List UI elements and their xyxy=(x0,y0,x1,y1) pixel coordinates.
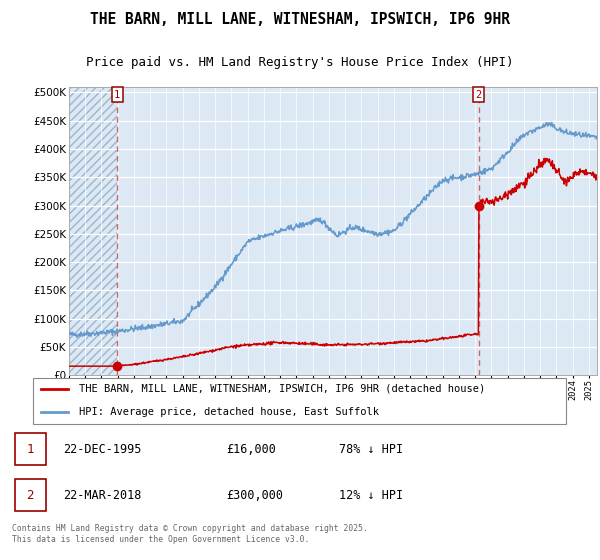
FancyBboxPatch shape xyxy=(15,433,46,465)
Text: THE BARN, MILL LANE, WITNESHAM, IPSWICH, IP6 9HR: THE BARN, MILL LANE, WITNESHAM, IPSWICH,… xyxy=(90,12,510,26)
Text: £16,000: £16,000 xyxy=(226,442,276,456)
FancyBboxPatch shape xyxy=(15,479,46,511)
Text: 2: 2 xyxy=(476,90,482,100)
Text: 2: 2 xyxy=(26,488,34,502)
Text: 22-DEC-1995: 22-DEC-1995 xyxy=(63,442,141,456)
Text: £300,000: £300,000 xyxy=(226,488,283,502)
Text: 1: 1 xyxy=(114,90,121,100)
Text: HPI: Average price, detached house, East Suffolk: HPI: Average price, detached house, East… xyxy=(79,407,379,417)
Text: 78% ↓ HPI: 78% ↓ HPI xyxy=(339,442,403,456)
Text: 12% ↓ HPI: 12% ↓ HPI xyxy=(339,488,403,502)
Text: Price paid vs. HM Land Registry's House Price Index (HPI): Price paid vs. HM Land Registry's House … xyxy=(86,56,514,69)
Text: THE BARN, MILL LANE, WITNESHAM, IPSWICH, IP6 9HR (detached house): THE BARN, MILL LANE, WITNESHAM, IPSWICH,… xyxy=(79,384,485,394)
Text: 1: 1 xyxy=(26,442,34,456)
Text: 22-MAR-2018: 22-MAR-2018 xyxy=(63,488,141,502)
Text: Contains HM Land Registry data © Crown copyright and database right 2025.
This d: Contains HM Land Registry data © Crown c… xyxy=(12,524,368,544)
FancyBboxPatch shape xyxy=(33,379,566,423)
